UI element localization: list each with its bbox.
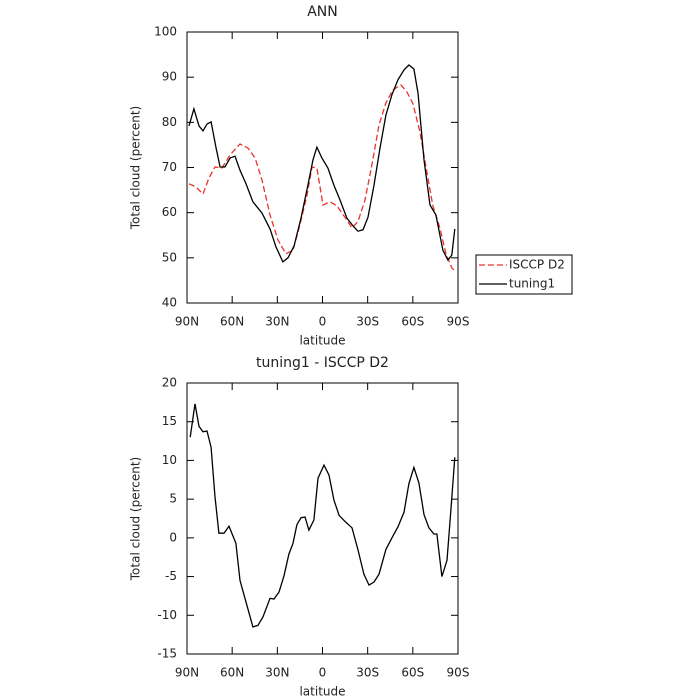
y-axis-label: Total cloud (percent): [129, 457, 143, 581]
y-tick-label: 50: [162, 250, 177, 264]
x-tick-label: 60N: [220, 666, 244, 680]
x-tick-label: 0: [319, 315, 327, 329]
x-tick-label: 30N: [265, 666, 289, 680]
x-axis-label: latitude: [299, 334, 345, 348]
x-tick-label: 30S: [356, 666, 379, 680]
legend-label: tuning1: [509, 277, 555, 291]
y-tick-label: -15: [157, 647, 177, 661]
y-tick-label: 70: [162, 160, 177, 174]
y-tick-label: 80: [162, 115, 177, 129]
y-tick-label: -5: [165, 569, 177, 583]
x-tick-label: 90S: [447, 666, 470, 680]
data-line: [189, 403, 456, 628]
x-axis-label: latitude: [299, 685, 345, 699]
plot-frame: [186, 31, 459, 304]
x-tick-label: 30S: [356, 315, 379, 329]
y-tick-label: -10: [157, 608, 177, 622]
y-tick-label: 60: [162, 205, 177, 219]
plot-frame: [186, 382, 459, 655]
x-tick-label: 90S: [447, 315, 470, 329]
x-tick-label: 90N: [175, 315, 199, 329]
x-tick-label: 60S: [401, 315, 424, 329]
y-tick-label: 15: [162, 414, 177, 428]
y-tick-label: 10: [162, 453, 177, 467]
chart-title: tuning1 - ISCCP D2: [256, 355, 389, 371]
x-tick-label: 90N: [175, 666, 199, 680]
y-tick-label: 100: [154, 25, 177, 39]
y-tick-label: 0: [169, 530, 177, 544]
legend-box: [475, 254, 573, 295]
x-tick-label: 60S: [401, 666, 424, 680]
data-line: [188, 83, 457, 273]
chart-title: ANN: [307, 4, 338, 20]
y-axis-label: Total cloud (percent): [129, 106, 143, 230]
y-tick-label: 40: [162, 296, 177, 310]
y-tick-label: 20: [162, 376, 177, 390]
x-tick-label: 0: [319, 666, 327, 680]
x-tick-label: 60N: [220, 315, 244, 329]
y-tick-label: 90: [162, 70, 177, 84]
y-tick-label: 5: [169, 492, 177, 506]
data-line: [188, 64, 456, 263]
x-tick-label: 30N: [265, 315, 289, 329]
legend-label: ISCCP D2: [509, 258, 565, 272]
